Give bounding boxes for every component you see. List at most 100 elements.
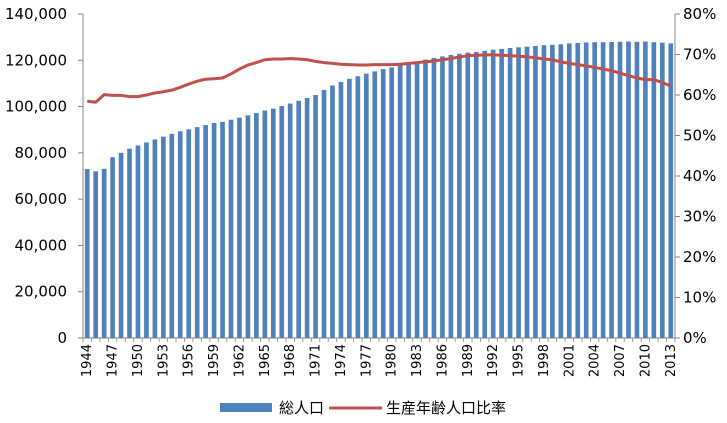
x-tick-label: 1947 bbox=[106, 344, 121, 377]
bar bbox=[389, 67, 395, 339]
x-tick-label: 1986 bbox=[435, 344, 450, 377]
x-tick-label: 1956 bbox=[182, 344, 197, 377]
legend: 総人口 生産年齢人口比率 bbox=[220, 399, 506, 417]
bar bbox=[423, 59, 428, 339]
bar bbox=[626, 41, 631, 338]
bar bbox=[397, 65, 403, 339]
bar bbox=[177, 131, 183, 338]
x-tick-label: 1980 bbox=[385, 344, 400, 377]
x-tick-label: 1974 bbox=[334, 344, 349, 377]
bar bbox=[473, 51, 479, 338]
right-tick-label: 20% bbox=[683, 248, 716, 266]
bar bbox=[651, 42, 657, 338]
x-tick-label: 1959 bbox=[207, 344, 222, 377]
bar bbox=[465, 52, 471, 339]
bar bbox=[499, 48, 504, 338]
bar bbox=[135, 145, 141, 338]
bar bbox=[609, 42, 614, 338]
right-tick-label: 0% bbox=[683, 329, 707, 347]
bar bbox=[490, 49, 496, 338]
x-tick-label: 1944 bbox=[80, 344, 95, 377]
bar bbox=[550, 44, 555, 338]
bar bbox=[118, 152, 124, 338]
bar bbox=[211, 123, 217, 338]
x-tick-label: 1989 bbox=[461, 344, 476, 377]
left-tick-label: 0 bbox=[57, 329, 67, 347]
bar bbox=[101, 168, 107, 338]
left-y-axis: 0 20,000 40,000 60,000 80,000 100,000 120,000 1… bbox=[5, 5, 83, 347]
bar bbox=[431, 57, 437, 338]
x-tick-label: 2007 bbox=[613, 344, 628, 377]
x-tick-label: 2004 bbox=[588, 344, 603, 377]
bar bbox=[152, 139, 158, 338]
x-tick-label: 1950 bbox=[131, 344, 146, 377]
bar bbox=[558, 44, 564, 338]
legend-label-line: 生産年齢人口比率 bbox=[386, 399, 506, 417]
bar bbox=[566, 43, 572, 338]
right-tick-label: 30% bbox=[683, 208, 716, 226]
bar bbox=[533, 45, 538, 338]
right-tick-label: 70% bbox=[683, 46, 716, 64]
bar-series bbox=[84, 41, 674, 339]
bar bbox=[634, 41, 640, 339]
bar bbox=[169, 133, 175, 338]
x-tick-label: 1995 bbox=[512, 344, 527, 377]
bar bbox=[457, 53, 462, 339]
x-tick-label: 1998 bbox=[537, 344, 552, 377]
bar bbox=[668, 43, 674, 338]
bar bbox=[304, 98, 310, 338]
left-tick-label: 60,000 bbox=[15, 190, 68, 208]
x-tick-label: 1971 bbox=[309, 344, 324, 377]
bar bbox=[507, 48, 513, 339]
bar bbox=[144, 142, 149, 338]
legend-swatch-bar bbox=[220, 403, 272, 412]
x-tick-label: 1968 bbox=[283, 344, 298, 377]
x-tick-label: 1983 bbox=[410, 344, 425, 377]
bar bbox=[321, 89, 327, 338]
bar bbox=[237, 117, 242, 339]
bar bbox=[296, 100, 301, 338]
bar bbox=[245, 115, 251, 339]
bar bbox=[203, 125, 208, 338]
bar bbox=[186, 129, 192, 338]
right-tick-label: 50% bbox=[683, 127, 716, 145]
bar bbox=[93, 171, 99, 338]
right-tick-label: 80% bbox=[683, 5, 716, 23]
bar bbox=[575, 42, 581, 339]
left-tick-label: 120,000 bbox=[5, 51, 67, 69]
bar bbox=[583, 42, 589, 338]
line-series bbox=[87, 53, 672, 104]
right-tick-label: 10% bbox=[683, 289, 716, 307]
bar bbox=[254, 113, 259, 338]
x-tick-label: 1965 bbox=[258, 344, 273, 377]
left-tick-label: 40,000 bbox=[15, 236, 68, 254]
bar bbox=[617, 41, 623, 339]
bar bbox=[338, 82, 344, 338]
bar bbox=[448, 54, 454, 339]
x-tick-label: 2013 bbox=[664, 344, 679, 377]
bar bbox=[482, 50, 488, 339]
right-tick-label: 60% bbox=[683, 86, 716, 104]
bar bbox=[440, 56, 445, 338]
bar bbox=[600, 42, 606, 338]
right-y-axis: 0% 10% 20% 30% 40% 50% 60% 70% 80% bbox=[675, 5, 716, 347]
bar bbox=[380, 69, 386, 338]
bar bbox=[194, 127, 200, 338]
bar bbox=[355, 76, 361, 338]
bar bbox=[287, 103, 293, 338]
bar bbox=[228, 119, 234, 338]
x-axis: 1944 1947 1950 1953 1956 1959 1962 1965 1968 1971… bbox=[80, 338, 679, 377]
bar bbox=[110, 157, 115, 338]
bar bbox=[279, 106, 285, 338]
bar bbox=[406, 63, 411, 338]
bar bbox=[414, 61, 420, 338]
x-tick-label: 2010 bbox=[638, 344, 653, 377]
bar bbox=[541, 45, 547, 339]
bar bbox=[270, 108, 276, 339]
bar bbox=[643, 41, 648, 338]
legend-label-bar: 総人口 bbox=[279, 399, 324, 417]
bar bbox=[516, 47, 521, 338]
bar bbox=[220, 121, 225, 338]
bar bbox=[127, 148, 132, 338]
